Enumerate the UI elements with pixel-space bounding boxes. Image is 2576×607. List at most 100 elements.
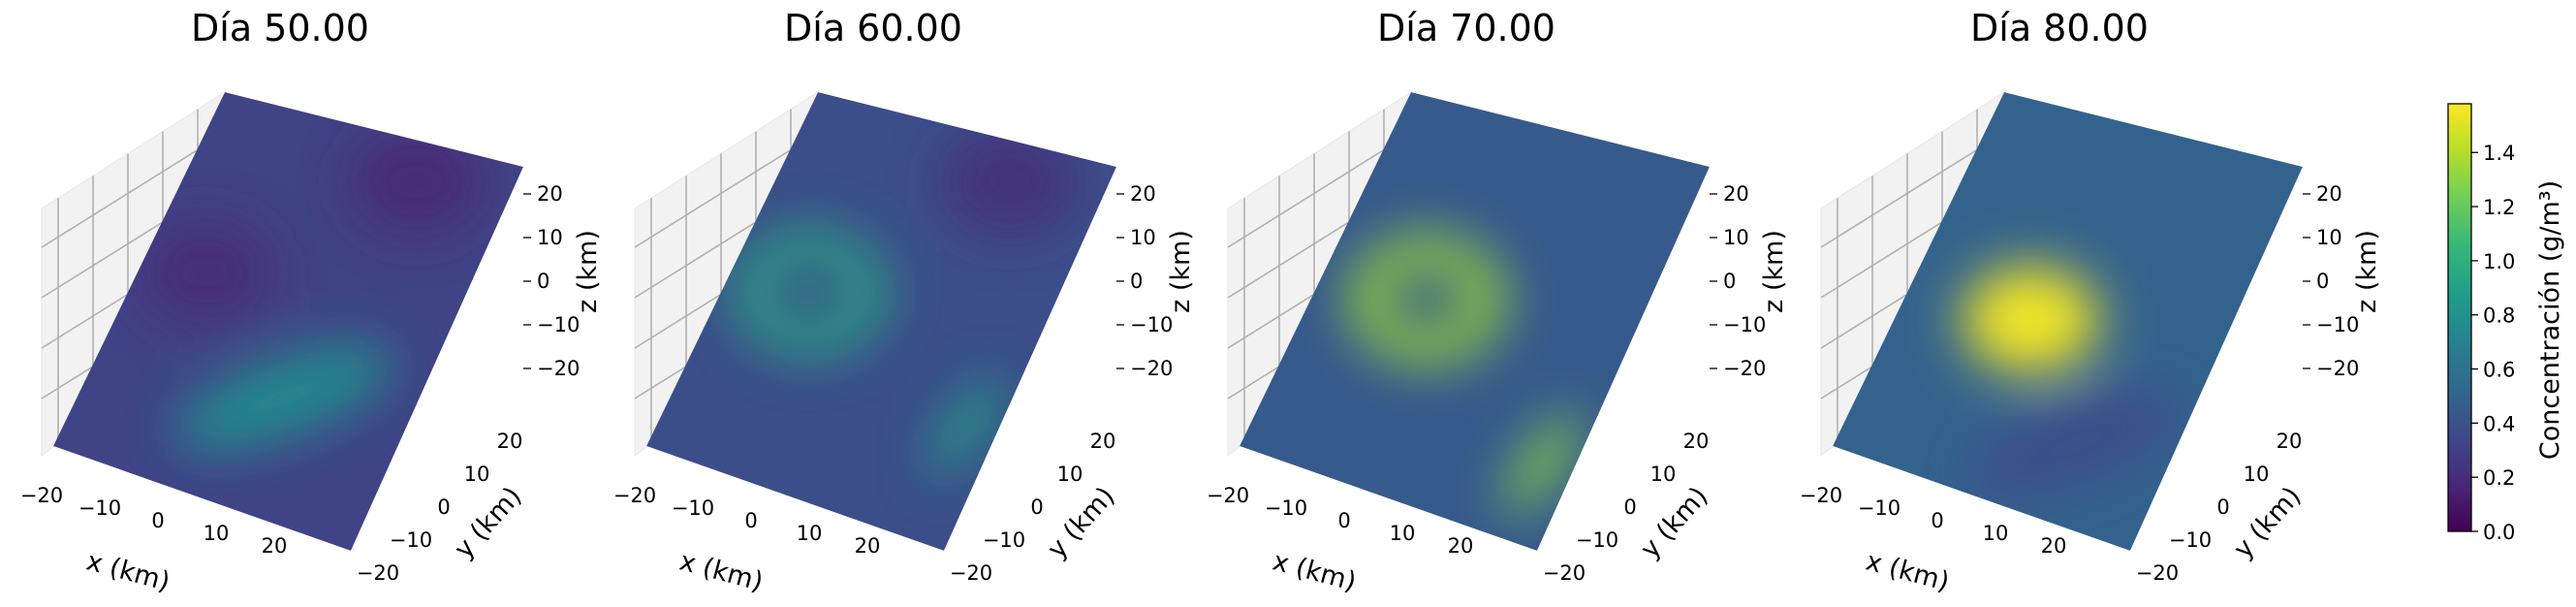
x-axis-label: x (km) [1270,546,1360,597]
y-tick-label: 10 [464,463,490,486]
panel-title: Día 50.00 [191,7,369,49]
y-tick-label: 10 [1057,463,1084,486]
grid-line [1227,132,1412,248]
x-tick-label: 10 [204,522,230,545]
colorbar-scale [2447,103,2472,532]
y-tick-label: 10 [1650,463,1677,486]
z-tick-label: 20 [537,182,563,206]
x-tick-label: −20 [613,484,656,507]
peak-feature [1963,266,2099,373]
z-tick-label: 10 [1723,226,1749,249]
z-tick-label: 10 [1130,226,1156,249]
surface-features [1350,236,1579,513]
y-axis-label: y (km) [1635,481,1714,564]
x-tick-label: 10 [1983,522,2009,545]
colorbar-label: Concentración (g/m³) [2535,180,2565,460]
y-tick-label: 20 [1090,430,1116,453]
z-tick-label: 20 [1723,182,1749,206]
colorbar-tick-label: 0.2 [2483,466,2515,490]
panel-title: Día 60.00 [784,7,962,49]
concentration-surface [1833,92,2303,551]
z-tick-label: −20 [537,357,580,380]
x-tick-label: 20 [1448,534,1474,558]
x-axis-label: x (km) [1863,546,1953,597]
z-tick-label: 0 [1130,270,1143,293]
concentration-surface [1240,92,1710,551]
y-tick-label: 10 [2244,463,2270,486]
y-tick-label: 0 [1030,495,1043,519]
grid-line [1820,132,2005,248]
colorbar-tick-label: 0.8 [2483,304,2515,328]
z-axis-label: z (km) [573,230,603,313]
z-tick-label: −20 [1130,357,1173,380]
z-axis-label: z (km) [1166,230,1196,313]
x-tick-label: −10 [79,496,121,520]
z-tick-label: −10 [2316,313,2359,336]
concentration-surface [53,92,523,551]
colorbar-tick-label: 0.4 [2483,412,2515,435]
z-tick-label: −10 [1723,313,1766,336]
y-tick-label: −10 [390,528,432,552]
y-tick-label: 0 [2216,495,2229,519]
y-axis-label: y (km) [2228,481,2308,564]
ring-feature [1350,236,1504,363]
y-tick-label: −20 [1543,561,1586,585]
z-tick-label: 0 [2316,270,2329,293]
z-axis-label: z (km) [2352,230,2382,313]
surface-features [733,128,1078,475]
x-tick-label: −20 [1207,484,1249,507]
y-tick-label: 20 [1683,430,1710,453]
y-tick-label: −10 [983,528,1025,552]
z-tick-label: 10 [2316,226,2342,249]
x-axis-label: x (km) [676,546,767,597]
z-tick-label: 0 [537,270,550,293]
x-tick-label: −10 [672,496,714,520]
colorbar: 0.0 0.2 0.4 0.6 0.8 1.0 1.2 1.4 Concentración (g… [2447,103,2565,544]
z-tick-label: 20 [2316,182,2342,206]
grid-line [634,132,819,248]
x-tick-label: 0 [1337,509,1350,532]
x-tick-label: 20 [855,534,881,558]
x-tick-label: 20 [262,534,288,558]
streak-feature [929,377,1003,475]
surface-features [1963,266,2186,498]
x-tick-label: 0 [1931,509,1943,532]
band-feature [1964,390,2186,498]
y-tick-label: 0 [437,495,450,519]
y-tick-label: 0 [1623,495,1636,519]
y-tick-label: 20 [497,430,523,453]
x-tick-label: 0 [151,509,164,532]
colorbar-tick-label: 1.0 [2483,250,2515,273]
x-tick-label: 0 [744,509,757,532]
y-tick-label: −10 [2169,528,2212,552]
y-tick-label: −10 [1576,528,1618,552]
panel-title: Día 70.00 [1377,7,1555,49]
ring-feature [733,229,887,356]
z-tick-label: −20 [2316,357,2359,380]
upper-dark-feature [941,128,1078,236]
band-feature [173,343,394,452]
y-tick-label: −20 [357,561,399,585]
y-tick-label: −20 [950,561,992,585]
z-tick-label: −20 [1723,357,1766,380]
x-tick-label: −10 [1265,496,1307,520]
colorbar-tick-label: 0.0 [2483,521,2515,544]
x-tick-label: 10 [1390,522,1416,545]
y-axis-label: y (km) [1042,481,1121,564]
x-axis-label: x (km) [83,546,173,597]
x-tick-label: −10 [1858,496,1901,520]
grid-line [41,132,226,248]
x-tick-label: 10 [797,522,823,545]
concentration-surface [646,92,1116,551]
x-tick-label: −20 [20,484,63,507]
z-tick-label: −10 [1130,313,1173,336]
colorbar-tick-label: 1.2 [2483,196,2515,219]
colorbar-tick-label: 1.4 [2483,142,2515,165]
panel-title: Día 80.00 [1970,7,2149,49]
streak-feature [1505,415,1579,513]
surface-features [138,128,485,452]
z-tick-label: 0 [1723,270,1736,293]
